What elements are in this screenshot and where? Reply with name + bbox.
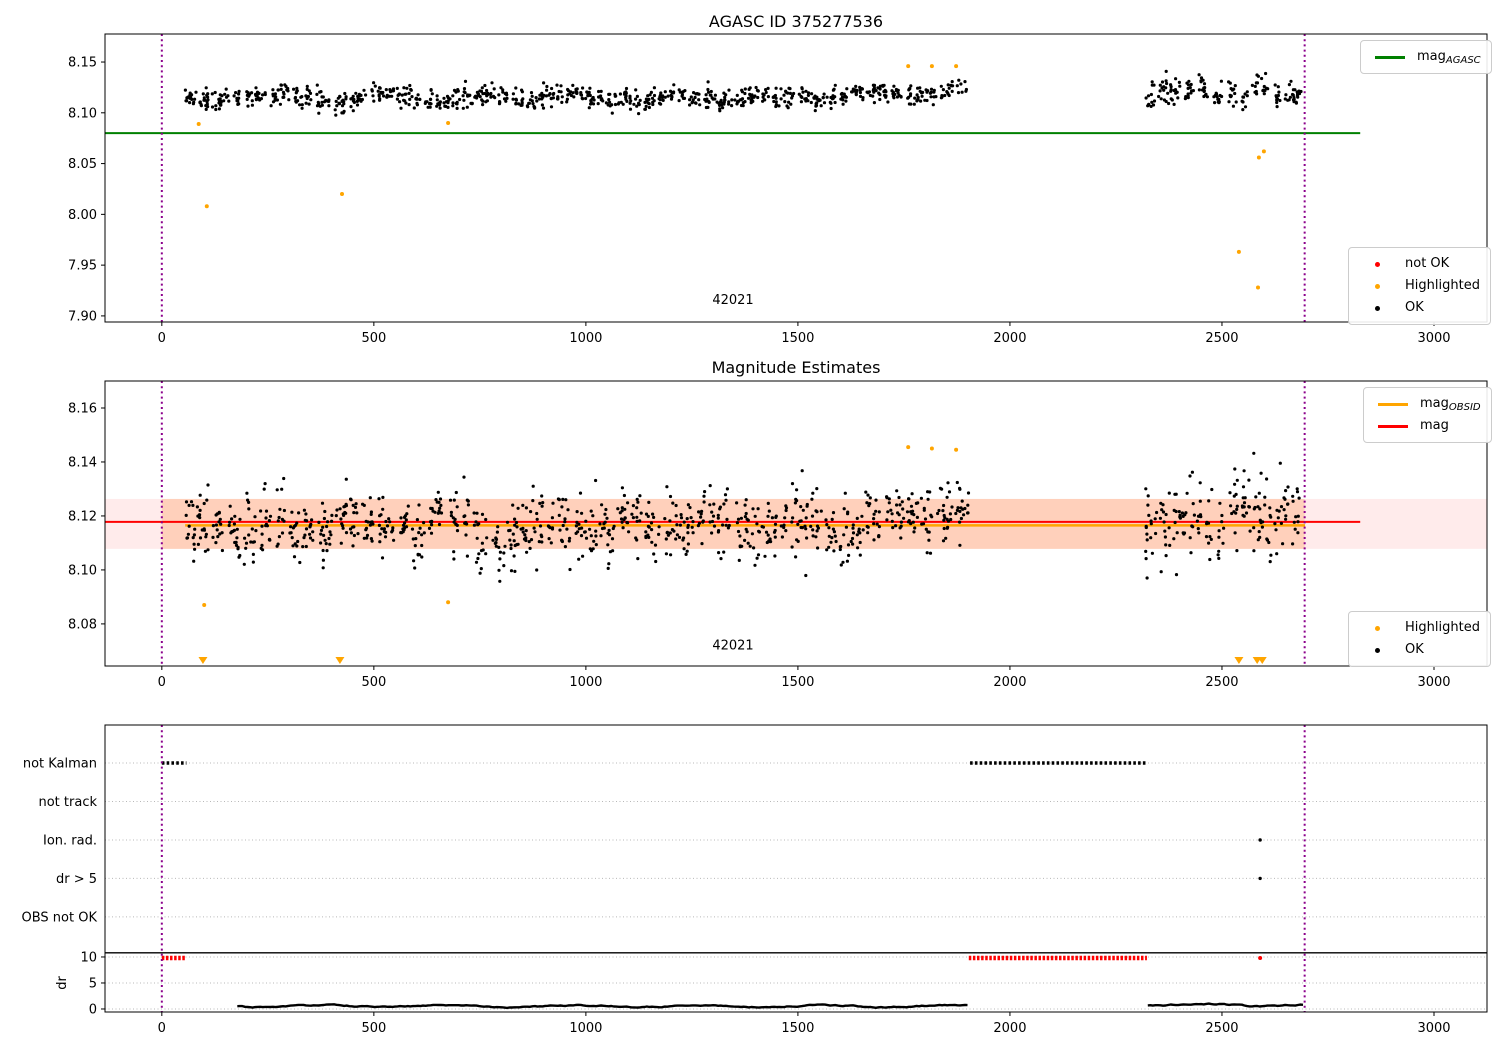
middle-plot-title: Magnitude Estimates	[711, 358, 881, 377]
middle-xtick-label: 1500	[781, 675, 814, 690]
middle-xtick-label: 500	[361, 675, 386, 690]
middle-ytick-label: 8.08	[68, 617, 97, 632]
top-highlighted-scatter	[196, 64, 1266, 290]
middle-ok-scatter	[184, 451, 1301, 583]
top-ytick-label: 8.10	[68, 106, 97, 121]
legend-status-middle: Highlighted OK	[1348, 611, 1491, 667]
legend-item-not-ok: not OK	[1357, 253, 1480, 275]
highlighted-dot-marker	[1375, 283, 1380, 289]
ok-dot-marker	[1375, 305, 1380, 311]
top-plot: 42021 0 500 1000 1500 2000 2500 3000 8.15 8.10 8.0…	[68, 33, 1488, 346]
top-ytick-label: 8.00	[68, 208, 97, 223]
legend-label: Highlighted	[1405, 278, 1480, 293]
dr-tick-label: 5	[89, 976, 97, 991]
legend-item-mag: mag	[1372, 415, 1481, 437]
not-ok-dot-marker	[1375, 261, 1380, 267]
clipped-low-triangle-marker	[1257, 657, 1267, 664]
top-plot-title: AGASC ID 375277536	[708, 12, 884, 31]
middle-band	[161, 498, 1305, 549]
middle-plot: 42021 0 500 1000 1500 2000 2500 3000 8.16 8.14 8.1…	[68, 380, 1488, 690]
legend-item-ok: OK	[1357, 639, 1480, 661]
flags-xtick-label: 0	[158, 1021, 166, 1036]
legend-label: Highlighted	[1405, 620, 1480, 635]
flags-xtick-label: 1000	[569, 1021, 602, 1036]
flags-plot: 0 500 1000 1500 2000 2500 3000 not Kalman not tr…	[22, 724, 1488, 1036]
top-xtick-label: 2500	[1205, 331, 1238, 346]
middle-ytick-label: 8.14	[68, 455, 97, 470]
flags-xtick-label: 2500	[1205, 1021, 1238, 1036]
top-ok-scatter	[183, 69, 1303, 117]
middle-highlighted-scatter	[198, 445, 1267, 664]
legend-label: not OK	[1405, 256, 1450, 271]
flags-xtick-label: 3000	[1417, 1021, 1450, 1036]
clipped-low-triangle-marker	[198, 657, 208, 664]
legend-status-top: not OK Highlighted OK	[1348, 247, 1491, 325]
top-ytick-label: 8.15	[68, 56, 97, 71]
dr-tick-label: 0	[89, 1002, 97, 1017]
legend-item-mag-obsid: magOBSID	[1372, 393, 1481, 415]
top-xtick-label: 1500	[781, 331, 814, 346]
flag-category-label: not Kalman	[23, 756, 97, 771]
highlighted-dot-marker	[1375, 625, 1380, 631]
dr-trace	[1147, 1002, 1304, 1008]
clipped-low-triangle-marker	[1234, 657, 1244, 664]
mag-line-sample	[1378, 424, 1408, 428]
middle-obsid-annotation: 42021	[712, 639, 753, 654]
mag-agasc-line-sample	[1375, 55, 1405, 59]
middle-ytick-label: 8.10	[68, 563, 97, 578]
top-xtick-label: 500	[361, 331, 386, 346]
legend-item-mag-agasc: magAGASC	[1369, 46, 1481, 68]
top-obsid-annotation: 42021	[712, 293, 753, 308]
dr-clipped-point	[1258, 956, 1263, 961]
top-xtick-label: 3000	[1417, 331, 1450, 346]
legend-label: OK	[1405, 300, 1424, 315]
legend-item-ok: OK	[1357, 297, 1480, 319]
clipped-low-triangle-marker	[335, 657, 345, 664]
legend-item-highlighted: Highlighted	[1357, 275, 1480, 297]
flags-axes-frame	[104, 724, 1488, 1013]
dr-tick-label: 10	[80, 950, 97, 965]
middle-axes-frame	[104, 380, 1488, 667]
flag-category-label: OBS not OK	[22, 910, 98, 925]
flag-point	[1258, 838, 1262, 842]
middle-xtick-label: 2000	[993, 675, 1026, 690]
top-xtick-label: 1000	[569, 331, 602, 346]
top-axes-frame	[104, 33, 1488, 323]
flag-category-label: Ion. rad.	[43, 833, 97, 848]
top-xtick-label: 2000	[993, 331, 1026, 346]
middle-ytick-label: 8.16	[68, 401, 97, 416]
flags-xtick-label: 500	[361, 1021, 386, 1036]
dr-axis-label: dr	[55, 976, 70, 990]
top-xtick-label: 0	[158, 331, 166, 346]
flag-point	[1258, 876, 1262, 881]
middle-xtick-label: 1000	[569, 675, 602, 690]
top-ytick-label: 7.95	[68, 259, 97, 274]
flags-xtick-label: 1500	[781, 1021, 814, 1036]
top-ytick-label: 8.05	[68, 157, 97, 172]
middle-ytick-label: 8.12	[68, 509, 97, 524]
flag-category-label: not track	[38, 795, 97, 810]
legend-mag-agasc: magAGASC	[1360, 40, 1492, 74]
legend-label: magAGASC	[1417, 48, 1481, 66]
flags-xtick-label: 2000	[993, 1021, 1026, 1036]
legend-item-highlighted: Highlighted	[1357, 617, 1480, 639]
middle-xtick-label: 3000	[1417, 675, 1450, 690]
legend-mag-lines: magOBSID mag	[1363, 387, 1492, 443]
mag-obsid-line-sample	[1378, 402, 1408, 406]
ok-dot-marker	[1375, 647, 1380, 653]
middle-xtick-label: 0	[158, 675, 166, 690]
legend-label: OK	[1405, 642, 1424, 657]
middle-xtick-label: 2500	[1205, 675, 1238, 690]
legend-label: mag	[1420, 418, 1449, 433]
dr-trace	[237, 1003, 968, 1010]
flag-category-label: dr > 5	[56, 872, 97, 887]
legend-label: magOBSID	[1420, 395, 1481, 413]
top-ytick-label: 7.90	[68, 309, 97, 324]
